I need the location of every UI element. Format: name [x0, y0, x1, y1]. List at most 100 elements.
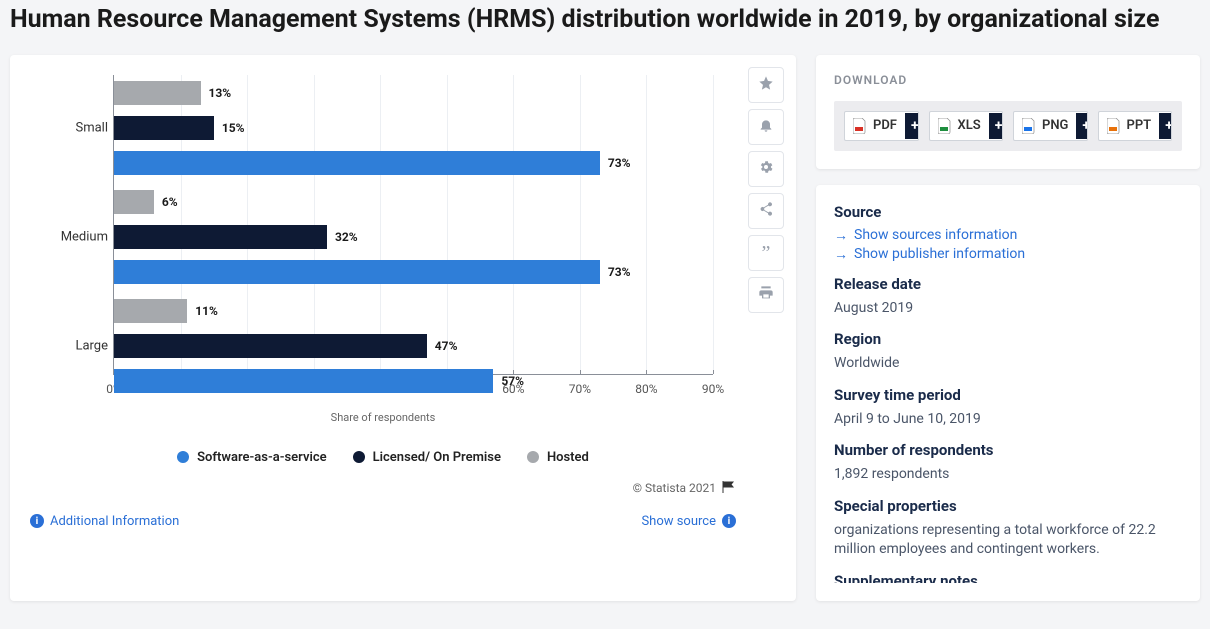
- cite-button[interactable]: ”: [748, 235, 784, 271]
- source-section-text: Worldwide: [834, 354, 1174, 374]
- show-source-link[interactable]: Show source i: [641, 514, 736, 529]
- legend-label: Software-as-a-service: [197, 450, 327, 465]
- report-icon[interactable]: [722, 481, 736, 496]
- source-section-text: 1,892 respondents: [834, 465, 1174, 485]
- x-tick-label: 90%: [702, 382, 724, 396]
- bar[interactable]: [114, 260, 600, 284]
- download-label: PNG: [1042, 118, 1068, 133]
- plus-badge: +: [905, 113, 919, 139]
- download-xls-button[interactable]: XLS +: [929, 111, 1004, 141]
- bar[interactable]: [114, 334, 427, 358]
- source-section-heading: Release date: [834, 275, 1174, 293]
- notify-button[interactable]: [748, 109, 784, 145]
- gridline: [380, 75, 381, 374]
- source-section-heading: Number of respondents: [834, 441, 1174, 459]
- download-heading: DOWNLOAD: [834, 73, 1182, 87]
- bar[interactable]: [114, 81, 201, 105]
- legend-item[interactable]: Licensed/ On Premise: [353, 450, 501, 465]
- legend-label: Licensed/ On Premise: [373, 450, 501, 465]
- bar[interactable]: [114, 299, 187, 323]
- plus-badge: +: [1076, 113, 1087, 139]
- bar-value-label: 13%: [209, 86, 232, 100]
- star-icon: [758, 75, 774, 95]
- additional-info-link[interactable]: i Additional Information: [30, 514, 179, 529]
- legend-item[interactable]: Hosted: [527, 450, 589, 465]
- x-tick-mark: [646, 370, 647, 374]
- bar-value-label: 15%: [222, 121, 245, 135]
- arrow-right-icon: →: [834, 227, 848, 244]
- gridline: [447, 75, 448, 374]
- bar-value-label: 47%: [435, 339, 458, 353]
- gridline: [580, 75, 581, 374]
- additional-info-label: Additional Information: [50, 514, 179, 529]
- chart-card: ” 0%10%20%30%40%50%60%70%80%90%13%15%73%…: [10, 55, 796, 601]
- source-section-heading: Special properties: [834, 497, 1174, 515]
- download-png-button[interactable]: PNG +: [1013, 111, 1088, 141]
- download-ppt-button[interactable]: PPT +: [1098, 111, 1173, 141]
- share-icon: [758, 201, 774, 221]
- bar-value-label: 6%: [162, 195, 178, 209]
- chart-area: 0%10%20%30%40%50%60%70%80%90%13%15%73%6%…: [53, 75, 713, 405]
- source-section-heading: Survey time period: [834, 386, 1174, 404]
- y-category-label: Small: [53, 120, 108, 135]
- quote-icon: ”: [762, 243, 771, 263]
- source-link-label: Show sources information: [854, 227, 1017, 243]
- chart-plot: 0%10%20%30%40%50%60%70%80%90%13%15%73%6%…: [113, 75, 713, 375]
- download-label: PPT: [1127, 118, 1152, 133]
- bar[interactable]: [114, 190, 154, 214]
- chart-legend: Software-as-a-service Licensed/ On Premis…: [30, 450, 736, 465]
- download-label: XLS: [958, 118, 981, 133]
- download-pdf-button[interactable]: PDF +: [844, 111, 919, 141]
- favorite-button[interactable]: [748, 67, 784, 103]
- source-scroll[interactable]: Source → Show sources information → Show pub…: [834, 203, 1192, 583]
- source-section-text: August 2019: [834, 299, 1174, 319]
- bar[interactable]: [114, 116, 214, 140]
- page-title: Human Resource Management Systems (HRMS)…: [10, 4, 1200, 37]
- bar-value-label: 11%: [195, 304, 218, 318]
- bar[interactable]: [114, 151, 600, 175]
- legend-swatch: [353, 451, 365, 463]
- y-category-label: Large: [53, 338, 108, 353]
- source-link[interactable]: → Show publisher information: [834, 246, 1174, 263]
- bar-value-label: 32%: [335, 230, 358, 244]
- plus-badge: +: [989, 113, 1003, 139]
- gridline: [646, 75, 647, 374]
- y-category-label: Medium: [53, 229, 108, 244]
- share-button[interactable]: [748, 193, 784, 229]
- gridline: [513, 75, 514, 374]
- settings-button[interactable]: [748, 151, 784, 187]
- gridline: [713, 75, 714, 374]
- x-tick-label: 80%: [635, 382, 657, 396]
- legend-swatch: [177, 451, 189, 463]
- source-section-heading: Region: [834, 330, 1174, 348]
- arrow-right-icon: →: [834, 246, 848, 263]
- x-tick-mark: [580, 370, 581, 374]
- bell-icon: [758, 117, 774, 137]
- bar-value-label: 73%: [608, 265, 631, 279]
- x-axis-title: Share of respondents: [30, 411, 736, 424]
- gear-icon: [758, 159, 774, 179]
- source-link[interactable]: → Show sources information: [834, 227, 1174, 244]
- print-icon: [758, 285, 774, 305]
- source-section-heading: Source: [834, 203, 1174, 221]
- legend-swatch: [527, 451, 539, 463]
- x-tick-label: 70%: [569, 382, 591, 396]
- legend-item[interactable]: Software-as-a-service: [177, 450, 327, 465]
- source-card: Source → Show sources information → Show pub…: [816, 185, 1200, 601]
- file-icon: [1107, 118, 1121, 134]
- legend-label: Hosted: [547, 450, 589, 465]
- plus-badge: +: [1159, 113, 1172, 139]
- source-section-heading: Supplementary notes: [834, 572, 1174, 582]
- download-label: PDF: [873, 118, 897, 133]
- bar-value-label: 73%: [608, 156, 631, 170]
- print-button[interactable]: [748, 277, 784, 313]
- file-icon: [1022, 118, 1036, 134]
- info-icon: i: [722, 514, 736, 528]
- source-link-label: Show publisher information: [854, 246, 1025, 262]
- copyright-text: © Statista 2021: [633, 481, 716, 495]
- x-tick-mark: [713, 370, 714, 374]
- source-section-text: organizations representing a total workf…: [834, 521, 1174, 560]
- show-source-label: Show source: [641, 514, 716, 529]
- bar[interactable]: [114, 225, 327, 249]
- bar[interactable]: [114, 369, 493, 393]
